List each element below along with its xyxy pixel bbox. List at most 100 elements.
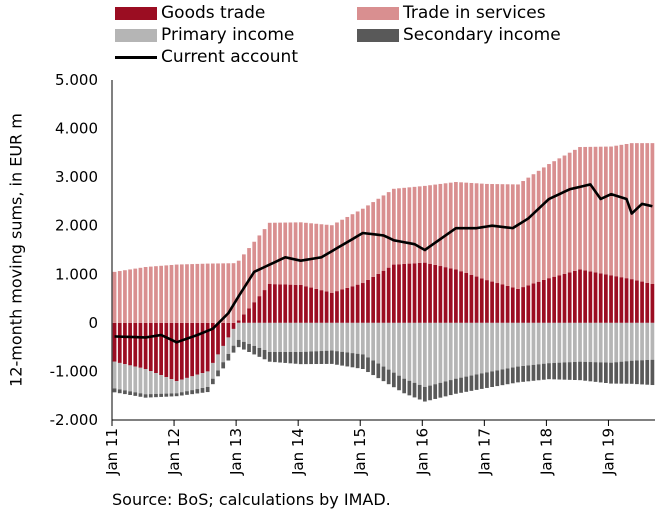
bar-secondary-income xyxy=(371,360,376,376)
bar-primary-income xyxy=(433,322,438,385)
bar-secondary-income xyxy=(221,362,226,369)
bar-primary-income xyxy=(588,322,593,363)
bar-trade-in-services xyxy=(635,143,639,281)
bar-goods-trade xyxy=(273,284,277,323)
bar-secondary-income xyxy=(138,393,143,397)
bar-trade-in-services xyxy=(169,264,174,323)
bar-secondary-income xyxy=(521,366,525,382)
bar-goods-trade xyxy=(257,296,262,323)
bar-primary-income xyxy=(123,364,127,391)
y-tick-label: 2.000 xyxy=(55,217,98,235)
bar-secondary-income xyxy=(329,350,334,364)
bar-trade-in-services xyxy=(304,222,308,287)
bar-secondary-income xyxy=(242,341,246,350)
bar-goods-trade xyxy=(604,274,608,323)
bar-primary-income xyxy=(598,322,603,363)
bar-goods-trade xyxy=(433,264,438,323)
bar-goods-trade xyxy=(231,322,236,329)
bar-goods-trade xyxy=(350,286,355,323)
bar-primary-income xyxy=(164,377,169,394)
bar-trade-in-services xyxy=(138,267,143,323)
bar-secondary-income xyxy=(578,361,582,381)
bar-trade-in-services xyxy=(474,183,479,277)
bar-secondary-income xyxy=(391,372,396,388)
bar-trade-in-services xyxy=(345,216,350,288)
bar-primary-income xyxy=(604,322,608,363)
y-tick-label: 3.000 xyxy=(55,168,98,186)
bar-goods-trade xyxy=(624,278,629,323)
bar-trade-in-services xyxy=(159,265,163,323)
bar-trade-in-services xyxy=(541,167,546,280)
bar-goods-trade xyxy=(226,322,231,338)
bar-secondary-income xyxy=(117,389,122,394)
bar-goods-trade xyxy=(267,284,272,323)
bar-primary-income xyxy=(329,322,334,351)
bar-primary-income xyxy=(578,322,582,362)
bar-trade-in-services xyxy=(604,146,608,275)
bar-primary-income xyxy=(635,322,639,361)
bar-primary-income xyxy=(505,322,510,369)
bar-goods-trade xyxy=(495,283,500,323)
bar-primary-income xyxy=(159,375,163,394)
bar-goods-trade xyxy=(247,308,251,323)
bar-primary-income xyxy=(547,322,551,364)
legend-label-trade-in-services: Trade in services xyxy=(403,3,546,23)
bar-trade-in-services xyxy=(454,182,458,270)
bar-trade-in-services xyxy=(329,225,334,293)
bar-secondary-income xyxy=(231,345,236,353)
bar-goods-trade xyxy=(490,281,494,323)
bar-goods-trade xyxy=(309,287,313,323)
bar-secondary-income xyxy=(448,380,453,396)
bar-secondary-income xyxy=(619,361,624,384)
bar-primary-income xyxy=(179,379,184,393)
bar-goods-trade xyxy=(371,276,376,323)
bar-secondary-income xyxy=(588,362,593,382)
bar-primary-income xyxy=(345,322,350,353)
bar-primary-income xyxy=(298,322,303,352)
bar-secondary-income xyxy=(557,362,562,380)
bar-trade-in-services xyxy=(619,144,624,278)
bar-trade-in-services xyxy=(195,263,200,323)
bar-primary-income xyxy=(619,322,624,362)
bar-secondary-income xyxy=(174,393,179,397)
bar-trade-in-services xyxy=(340,219,344,290)
bar-trade-in-services xyxy=(283,222,288,285)
bar-secondary-income xyxy=(314,351,319,365)
bar-secondary-income xyxy=(381,366,386,382)
legend-item-current-account: Current account xyxy=(115,46,298,68)
bar-trade-in-services xyxy=(242,254,246,315)
bar-secondary-income xyxy=(438,382,443,398)
bar-trade-in-services xyxy=(376,198,381,274)
bar-secondary-income xyxy=(309,351,313,365)
bar-trade-in-services xyxy=(485,183,489,281)
bar-primary-income xyxy=(174,381,179,394)
bar-secondary-income xyxy=(640,360,644,385)
bar-secondary-income xyxy=(360,354,365,369)
bar-primary-income xyxy=(200,373,205,389)
bar-primary-income xyxy=(148,371,153,395)
bar-goods-trade xyxy=(541,279,546,323)
bar-secondary-income xyxy=(526,365,531,382)
bar-trade-in-services xyxy=(443,183,448,268)
bar-goods-trade xyxy=(335,291,339,323)
bar-trade-in-services xyxy=(423,185,427,263)
bar-goods-trade xyxy=(588,271,593,323)
bar-goods-trade xyxy=(298,284,303,323)
bar-trade-in-services xyxy=(273,222,277,285)
bar-secondary-income xyxy=(298,352,303,365)
bar-goods-trade xyxy=(366,279,370,323)
bar-goods-trade xyxy=(252,302,257,323)
bar-trade-in-services xyxy=(645,143,650,283)
bar-trade-in-services xyxy=(221,263,226,323)
y-tick-label: 1.000 xyxy=(55,265,98,283)
bar-trade-in-services xyxy=(288,222,293,285)
bar-secondary-income xyxy=(397,375,401,391)
bar-goods-trade xyxy=(128,322,132,366)
bar-trade-in-services xyxy=(350,214,355,287)
bar-trade-in-services xyxy=(609,146,613,276)
bar-trade-in-services xyxy=(309,223,313,288)
bar-secondary-income xyxy=(283,352,288,363)
bar-primary-income xyxy=(640,322,644,361)
y-tick-label: -2.000 xyxy=(50,411,98,429)
